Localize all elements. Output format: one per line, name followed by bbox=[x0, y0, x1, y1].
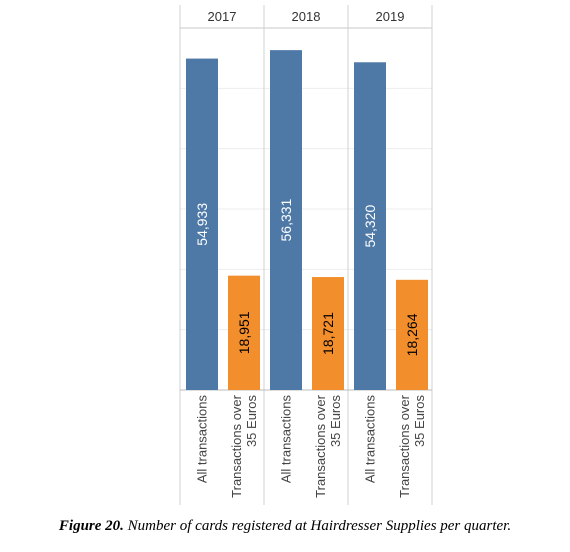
year-label: 2018 bbox=[292, 9, 321, 24]
category-label: Transactions over bbox=[397, 394, 412, 498]
category-label: 35 Euros bbox=[244, 395, 259, 448]
bar-over-35-euros bbox=[396, 279, 428, 390]
caption-text: Number of cards registered at Hairdresse… bbox=[123, 518, 512, 534]
category-label: All transactions bbox=[363, 395, 378, 484]
data-label: 54,320 bbox=[362, 205, 378, 248]
figure-caption: Figure 20. Number of cards registered at… bbox=[0, 518, 570, 535]
bar-over-35-euros bbox=[228, 275, 260, 390]
year-label: 2017 bbox=[208, 9, 237, 24]
category-label: All transactions bbox=[195, 395, 210, 484]
category-label: 35 Euros bbox=[328, 395, 343, 448]
year-label: 2019 bbox=[376, 9, 405, 24]
data-label: 18,721 bbox=[320, 312, 336, 355]
chart: 2017 54,933 All transactions 18,951 Transact… bbox=[179, 5, 433, 505]
category-label: Transactions over bbox=[313, 394, 328, 498]
data-label: 56,331 bbox=[278, 198, 294, 241]
bar-all-transactions bbox=[186, 58, 218, 391]
bar-all-transactions bbox=[270, 50, 302, 391]
category-label: All transactions bbox=[279, 395, 294, 484]
data-label: 18,264 bbox=[404, 313, 420, 356]
category-label: Transactions over bbox=[229, 394, 244, 498]
figure-number: Figure 20. bbox=[58, 518, 124, 534]
data-label: 18,951 bbox=[236, 311, 252, 354]
data-label: 54,933 bbox=[194, 203, 210, 246]
bar-all-transactions bbox=[354, 62, 386, 390]
bar-over-35-euros bbox=[312, 277, 344, 390]
category-label: 35 Euros bbox=[412, 395, 427, 448]
